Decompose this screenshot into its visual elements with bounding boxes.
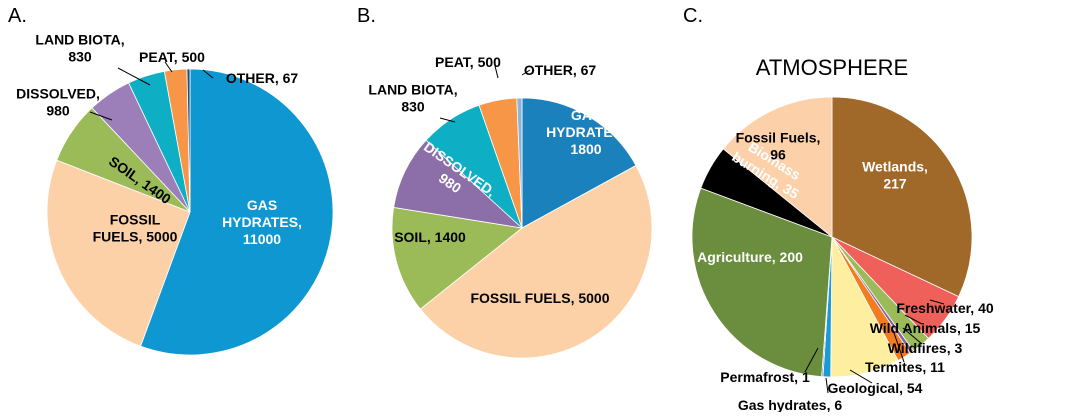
label-line: SOIL, 1400: [394, 229, 466, 245]
label-line: 1800: [570, 141, 601, 157]
label-line: PEAT, 500: [139, 49, 205, 65]
label-line: Wetlands,: [862, 159, 928, 175]
pie-slice: [186, 68, 191, 213]
label-line: 830: [68, 49, 92, 65]
pie-slice: [722, 96, 833, 238]
label-line: OTHER, 67: [226, 70, 299, 86]
pie-slice: [516, 97, 523, 229]
leader-line: [902, 327, 923, 345]
label-line: DISSOLVED,: [16, 86, 100, 102]
leader-line: [849, 369, 873, 384]
label-line: Termites, 11: [865, 359, 945, 375]
data-label: OTHER, 67: [524, 62, 597, 78]
label-line: Agriculture, 200: [697, 249, 803, 265]
data-label: SOIL, 1400: [394, 229, 466, 245]
leader-line: [439, 117, 456, 123]
data-label: Termites, 11: [865, 359, 945, 375]
leader-line: [117, 67, 151, 86]
label-line: Wildfires, 3: [888, 340, 963, 356]
data-label: PEAT, 500: [139, 49, 205, 65]
label-line: 11000: [243, 231, 281, 247]
data-label: LAND BIOTA, 830: [35, 32, 124, 65]
data-label: FOSSIL FUELS, 5000: [93, 212, 178, 245]
leader-line: [892, 329, 905, 363]
label-line: Permafrost, 1: [720, 369, 810, 385]
data-label: DISSOLVED,980: [16, 86, 100, 119]
label-line: GAS: [247, 197, 277, 213]
data-label: FOSSIL FUELS, 5000: [470, 290, 609, 306]
data-label: Permafrost, 1: [720, 369, 810, 385]
label-line: FOSSIL FUELS, 5000: [470, 290, 609, 306]
leader-line: [825, 377, 829, 394]
label-line: Fossil Fuels,: [736, 130, 821, 146]
label-line: HYDRATES,: [222, 214, 302, 230]
data-label: OTHER, 67: [226, 70, 299, 86]
pie-slice: [140, 68, 334, 356]
chart-title: ATMOSPHERE: [756, 55, 908, 80]
pie-slice: [521, 97, 637, 229]
label-line: Gas hydrates, 6: [738, 397, 842, 412]
pie-slice: [419, 164, 653, 359]
pie-slice: [831, 96, 973, 298]
label-line: 217: [883, 176, 907, 192]
data-label: Agriculture, 200: [697, 249, 803, 265]
label-line: 96: [770, 147, 786, 163]
panel-label: C.: [683, 5, 703, 27]
label-line: LAND BIOTA,: [368, 82, 457, 98]
leader-line: [521, 69, 531, 76]
pie-slice: [691, 187, 833, 378]
label-line: FOSSIL: [110, 212, 161, 228]
leader-line: [494, 65, 499, 79]
data-label: LAND BIOTA, 830: [368, 82, 457, 115]
data-label: GAS HYDRATES, 1800: [546, 107, 626, 157]
data-label: Fossil Fuels, 96: [736, 130, 821, 163]
label-line: LAND BIOTA,: [35, 32, 124, 48]
pie-slice: [46, 159, 191, 347]
panel-label: B.: [357, 5, 376, 27]
data-label: PEAT, 500: [435, 54, 501, 70]
leader-line: [164, 61, 173, 73]
data-label: Geological, 54: [828, 380, 923, 396]
label-line: 980: [46, 103, 70, 119]
label-line: GAS: [571, 107, 601, 123]
label-line: OTHER, 67: [524, 62, 597, 78]
data-label: Wildfires, 3: [888, 340, 963, 356]
data-label: GAS HYDRATES, 11000: [222, 197, 302, 247]
label-line: PEAT, 500: [435, 54, 501, 70]
data-label: Wild Animals, 15: [870, 320, 981, 336]
label-line: HYDRATES,: [546, 124, 626, 140]
leader-line: [202, 69, 214, 79]
data-label: Gas hydrates, 6: [738, 397, 842, 412]
data-label: Wetlands, 217: [862, 159, 928, 192]
leader-line: [89, 111, 113, 121]
label-line: Freshwater, 40: [896, 300, 993, 316]
panel-label: A.: [8, 5, 27, 27]
label-line: Wild Animals, 15: [870, 320, 981, 336]
data-label: Freshwater, 40: [896, 300, 993, 316]
label-line: FUELS, 5000: [93, 229, 178, 245]
leader-line: [904, 314, 923, 325]
label-line: 830: [401, 99, 425, 115]
leader-line: [929, 299, 945, 305]
leader-line: [804, 347, 819, 373]
label-line: Geological, 54: [828, 380, 923, 396]
pie-slice: [391, 206, 523, 310]
